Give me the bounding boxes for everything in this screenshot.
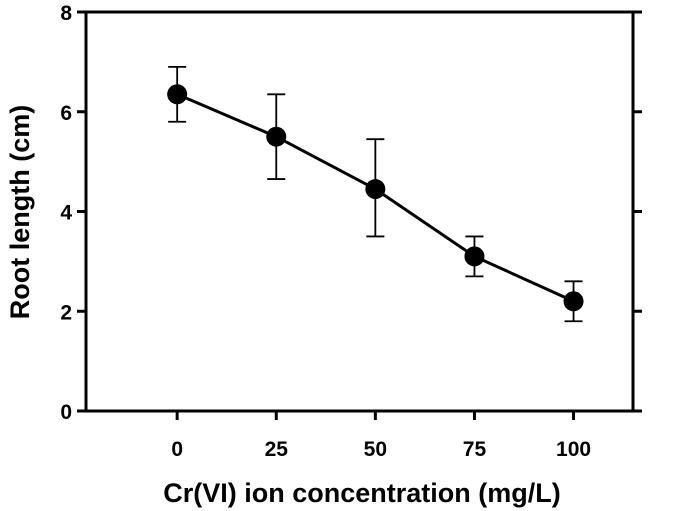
x-tick-label: 75 — [463, 438, 487, 461]
data-point — [365, 179, 386, 200]
data-series — [167, 65, 584, 323]
y-tick-label: 2 — [60, 301, 72, 324]
y-tick-label: 6 — [60, 102, 72, 125]
plot-border — [84, 10, 635, 413]
x-tick-label: 50 — [364, 438, 387, 461]
y-axis: 0 2 4 6 8 — [60, 2, 642, 424]
data-point — [266, 126, 287, 147]
x-tick-label: 25 — [265, 438, 289, 461]
x-axis-title: Cr(VI) ion concentration (mg/L) — [163, 478, 561, 508]
data-point — [167, 84, 188, 105]
x-axis: 0 25 50 75 100 — [171, 411, 591, 461]
data-point — [464, 246, 485, 267]
y-tick-label: 0 — [60, 401, 72, 424]
y-axis-title: Root length (cm) — [5, 105, 35, 319]
plot-frame — [84, 10, 635, 413]
data-point — [563, 291, 584, 312]
x-tick-label: 100 — [556, 438, 591, 461]
y-tick-label: 4 — [60, 202, 72, 225]
y-tick-label: 8 — [60, 2, 72, 25]
x-tick-label: 0 — [171, 438, 183, 461]
